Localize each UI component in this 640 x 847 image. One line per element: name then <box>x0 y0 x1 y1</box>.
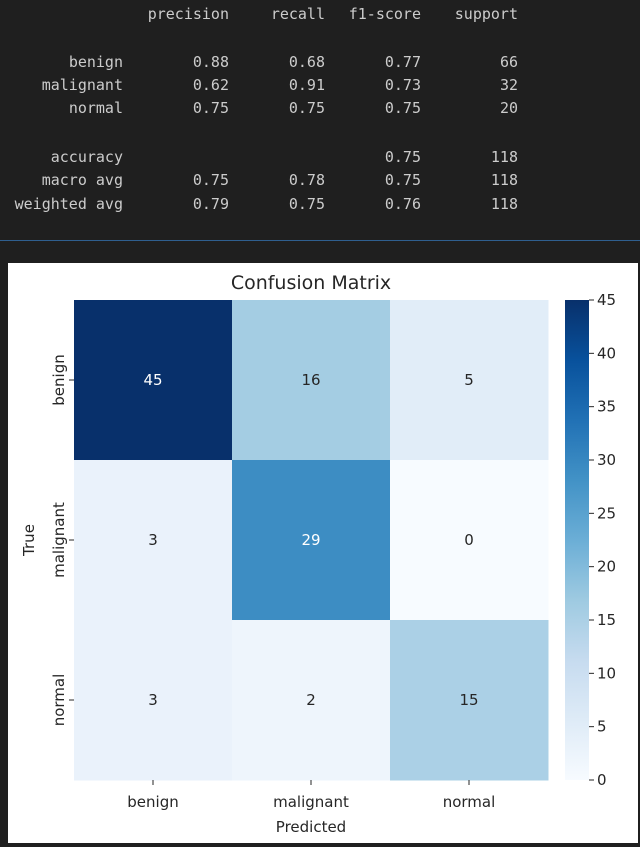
heatmap-cell <box>74 620 233 781</box>
heatmap-cell-value: 3 <box>148 531 158 549</box>
report-cell-recall: 0.75 <box>288 99 325 117</box>
report-summary-precision: 0.75 <box>192 171 229 189</box>
colorbar-tick-label: 10 <box>597 664 616 682</box>
heatmap-cell <box>390 460 549 621</box>
report-cell-recall: 0.91 <box>288 76 325 94</box>
x-axis-label: Predicted <box>276 818 346 836</box>
report-header-support: support <box>454 5 518 23</box>
confusion-matrix-heatmap: Confusion Matrix 45 16 5 3 29 0 3 2 15 benign malig… <box>20 272 616 836</box>
heatmap-cell <box>390 300 549 461</box>
colorbar-tick-label: 15 <box>597 611 616 629</box>
report-summary-f1: 0.76 <box>384 195 421 213</box>
x-tick-label: benign <box>127 793 178 811</box>
report-summary-precision: 0.79 <box>192 195 229 213</box>
colorbar-tick-label: 40 <box>597 344 616 362</box>
colorbar-tick-label: 5 <box>597 718 607 736</box>
heatmap-cell-value: 0 <box>464 531 474 549</box>
heatmap-cell <box>232 620 391 781</box>
report-row-label: normal <box>68 99 123 117</box>
report-cell-support: 32 <box>499 76 518 94</box>
heatmap-cell-value: 15 <box>459 691 478 709</box>
heatmap-cell <box>74 460 233 621</box>
report-summary-support: 118 <box>490 148 518 166</box>
colorbar <box>565 300 589 780</box>
report-summary-label: macro avg <box>41 171 123 189</box>
report-header-precision: precision <box>147 5 229 23</box>
report-cell-f1: 0.77 <box>384 53 421 71</box>
colorbar-tick-label: 25 <box>597 504 616 522</box>
y-tick-label: benign <box>50 354 68 405</box>
report-summary-label: weighted avg <box>14 195 123 213</box>
heatmap-cell-value: 3 <box>148 691 158 709</box>
report-header-recall: recall <box>270 5 325 23</box>
output-separator <box>0 240 640 241</box>
report-header-f1-score: f1-score <box>348 5 421 23</box>
report-cell-f1: 0.73 <box>384 76 421 94</box>
classification-report: precision recall f1-score support benign 0.88… <box>0 0 640 241</box>
heatmap-cell-value: 5 <box>464 371 474 389</box>
colorbar-tick-label: 20 <box>597 558 616 576</box>
heatmap-cell <box>74 300 233 461</box>
heatmap-cell <box>232 300 391 461</box>
report-summary-f1: 0.75 <box>384 148 421 166</box>
colorbar-tick-label: 0 <box>597 771 607 789</box>
bottom-border <box>0 845 640 847</box>
report-cell-recall: 0.68 <box>288 53 325 71</box>
report-summary-f1: 0.75 <box>384 171 421 189</box>
report-cell-precision: 0.62 <box>192 76 229 94</box>
report-summary-support: 118 <box>490 195 518 213</box>
y-tick-label: normal <box>50 674 68 727</box>
report-row-label: malignant <box>41 76 123 94</box>
heatmap-cell-value: 45 <box>143 371 162 389</box>
x-tick-label: malignant <box>273 793 349 811</box>
chart-title: Confusion Matrix <box>231 272 391 294</box>
report-cell-support: 20 <box>499 99 518 117</box>
heatmap-cell <box>232 460 391 621</box>
report-cell-support: 66 <box>499 53 518 71</box>
report-cell-precision: 0.75 <box>192 99 229 117</box>
heatmap-cell-value: 16 <box>301 371 320 389</box>
report-cell-f1: 0.75 <box>384 99 421 117</box>
report-summary-recall: 0.78 <box>288 171 325 189</box>
heatmap-cell-value: 2 <box>306 691 316 709</box>
colorbar-tick-label: 45 <box>597 291 616 309</box>
report-row-label: benign <box>68 53 123 71</box>
colorbar-tick-label: 30 <box>597 451 616 469</box>
y-tick-label: malignant <box>50 502 68 578</box>
report-summary-support: 118 <box>490 171 518 189</box>
y-axis-label: True <box>20 524 38 557</box>
colorbar-tick-label: 35 <box>597 398 616 416</box>
x-tick-label: normal <box>443 793 496 811</box>
report-cell-precision: 0.88 <box>192 53 229 71</box>
report-summary-label: accuracy <box>50 148 123 166</box>
confusion-matrix-figure: Confusion Matrix 45 16 5 3 29 0 3 2 15 benign malig… <box>8 263 638 843</box>
report-summary-recall: 0.75 <box>288 195 325 213</box>
heatmap-cell-value: 29 <box>301 531 320 549</box>
heatmap-cell <box>390 620 549 781</box>
